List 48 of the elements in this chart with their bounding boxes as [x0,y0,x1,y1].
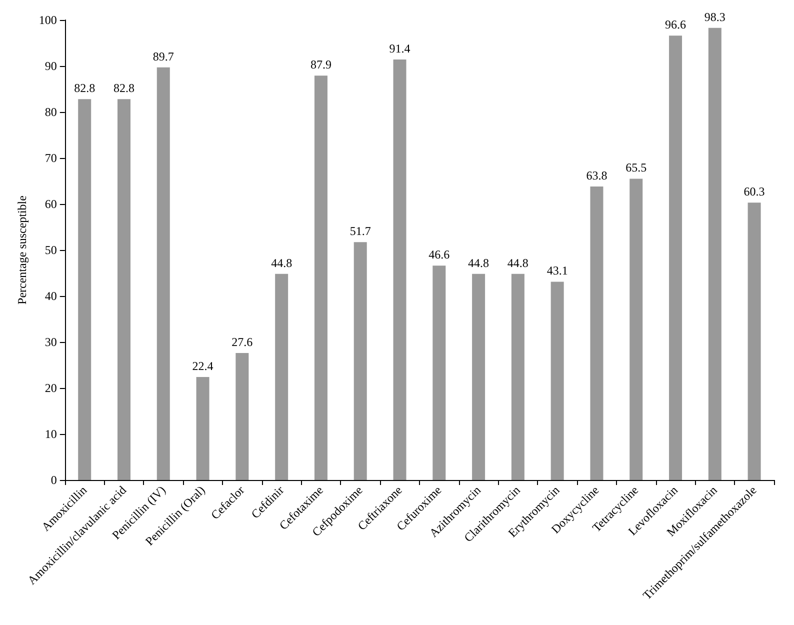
bar [314,76,328,480]
y-tick-label: 100 [38,13,57,27]
data-label: 98.3 [704,10,726,24]
bar [472,274,486,480]
bar [117,99,130,480]
bar [236,353,249,480]
y-tick-label: 0 [50,473,57,487]
y-tick-label: 10 [44,427,57,441]
bar [669,36,682,480]
data-label: 27.6 [232,335,253,350]
data-label: 22.4 [192,358,214,373]
bar [78,99,92,480]
bar [550,282,564,480]
data-label: 89.7 [152,49,174,64]
data-label: 44.8 [271,256,292,270]
data-label: 82.8 [113,81,134,96]
y-axis-title: Percentage susceptible [15,196,29,304]
data-label: 44.8 [507,256,528,270]
data-label: 44.8 [468,256,490,270]
data-label: 43.1 [546,264,568,278]
y-tick-label: 90 [44,59,57,73]
data-label: 51.7 [350,224,371,238]
bar [511,274,524,480]
y-tick-label: 70 [44,151,57,165]
data-label: 46.6 [428,248,450,262]
bar [630,178,643,480]
data-label: 91.4 [389,42,410,56]
bar [590,186,604,480]
y-tick-label: 80 [44,105,57,119]
bar [354,242,367,480]
bar [708,28,722,480]
bar [393,60,406,480]
y-tick-label: 20 [44,381,57,395]
bar [156,67,170,480]
bar [432,266,446,480]
data-label: 96.6 [665,18,686,32]
bar [196,376,210,480]
data-label: 60.3 [744,184,765,199]
y-tick-label: 40 [44,289,57,303]
data-label: 87.9 [310,58,332,72]
data-label: 65.5 [626,160,647,175]
bar [275,274,288,480]
data-label: 63.8 [586,168,608,183]
bar [748,202,761,480]
y-tick-label: 30 [44,335,57,349]
data-label: 82.8 [74,81,96,96]
y-tick-label: 50 [44,243,57,257]
y-tick-label: 60 [44,197,57,211]
